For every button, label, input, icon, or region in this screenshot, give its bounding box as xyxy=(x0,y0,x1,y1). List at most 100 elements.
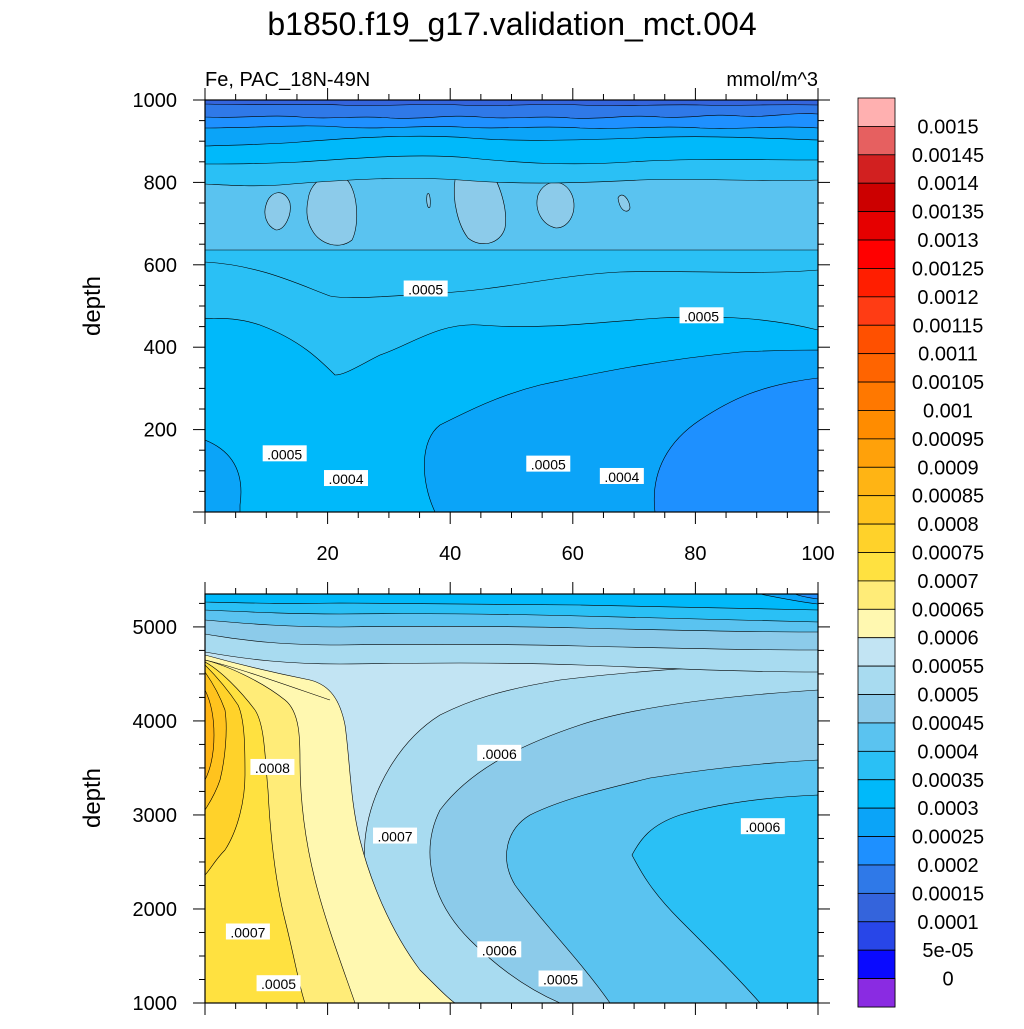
svg-text:.0004: .0004 xyxy=(604,469,639,485)
colorbar-label: 0.0003 xyxy=(917,798,978,820)
contour-label: .0005 xyxy=(262,445,307,462)
colorbar-label: 0.0011 xyxy=(918,344,978,366)
colorbar-label: 0.0002 xyxy=(917,855,978,877)
y-tick-label: 200 xyxy=(144,420,177,442)
colorbar-label: 0.00085 xyxy=(912,486,984,508)
colorbar-swatch xyxy=(857,211,896,241)
chart-title: b1850.f19_g17.validation_mct.004 xyxy=(267,6,756,42)
colorbar-swatch xyxy=(857,949,896,979)
colorbar-label: 0.0009 xyxy=(917,457,978,479)
colorbar-swatch xyxy=(857,126,896,156)
colorbar-swatch xyxy=(857,154,896,184)
colorbar-label: 0.0006 xyxy=(917,628,978,650)
contour-label: .0005 xyxy=(538,970,583,987)
colorbar-label: 0.00045 xyxy=(912,713,984,735)
colorbar-swatch xyxy=(857,552,896,582)
colorbar-swatch xyxy=(857,296,896,326)
upper-contour-labels: .0004 .0005 .0005 .0004 .0005 .0005 xyxy=(262,280,724,487)
lower-axes: 1000 2000 3000 4000 5000 xyxy=(133,582,830,1015)
y-tick-label: 800 xyxy=(144,172,177,194)
colorbar-label: 0.00035 xyxy=(912,770,984,792)
y-tick-label: 1000 xyxy=(133,90,178,112)
x-tick-label: 20 xyxy=(316,543,338,565)
colorbar-label: 0.00075 xyxy=(912,543,984,565)
svg-text:.0005: .0005 xyxy=(267,446,302,462)
colorbar-swatch xyxy=(857,523,896,553)
y-tick-label: 1000 xyxy=(133,993,178,1015)
lower-y-axis-label: depth xyxy=(79,768,106,828)
colorbar-label: 0.0014 xyxy=(917,173,978,195)
upper-y-axis-label: depth xyxy=(79,276,106,336)
colorbar-swatch xyxy=(857,921,896,951)
contour-label: .0005 xyxy=(526,455,571,473)
svg-text:.0007: .0007 xyxy=(378,829,413,845)
y-tick-label: 600 xyxy=(144,255,177,277)
colorbar-label: 0.0008 xyxy=(917,514,978,536)
colorbar-label: 0.00095 xyxy=(912,429,984,451)
colorbar-swatch xyxy=(857,324,896,355)
contour-label: .0005 xyxy=(256,975,301,992)
svg-text:.0005: .0005 xyxy=(684,308,719,324)
colorbar: 0.0015 0.00145 0.0014 0.00135 0.0013 0.00125 0… xyxy=(857,97,984,1008)
colorbar-swatch xyxy=(857,750,896,781)
contour-label: .0004 xyxy=(599,467,644,485)
colorbar-swatch xyxy=(857,182,896,213)
colorbar-swatch xyxy=(857,608,896,639)
colorbar-swatch xyxy=(857,836,896,866)
colorbar-label: 0.0004 xyxy=(917,741,978,763)
colorbar-label: 0.00055 xyxy=(912,656,984,678)
x-tick-label: 40 xyxy=(439,543,461,565)
svg-text:.0006: .0006 xyxy=(745,819,780,835)
upper-axes: 200 400 600 800 1000 20 40 60 80 100 xyxy=(133,88,835,565)
colorbar-swatch xyxy=(857,438,896,468)
panel-subtitle-right: mmol/m^3 xyxy=(726,69,818,91)
colorbar-swatch xyxy=(857,466,896,497)
panel-subtitle-left: Fe, PAC_18N-49N xyxy=(205,69,370,91)
colorbar-label: 5e-05 xyxy=(922,940,973,962)
colorbar-swatch xyxy=(857,779,896,809)
svg-text:.0005: .0005 xyxy=(408,282,443,298)
colorbar-swatch xyxy=(857,97,896,127)
y-tick-label: 5000 xyxy=(133,617,178,639)
colorbar-swatch xyxy=(857,978,896,1008)
colorbar-swatch xyxy=(857,807,896,837)
y-tick-label: 2000 xyxy=(133,899,178,921)
contour-label: .0007 xyxy=(373,827,418,845)
y-tick-label: 400 xyxy=(144,337,177,359)
colorbar-swatch xyxy=(857,864,896,894)
colorbar-label: 0.00115 xyxy=(913,315,984,337)
colorbar-swatch xyxy=(857,268,896,298)
colorbar-label: 0.0012 xyxy=(917,287,978,309)
colorbar-swatch xyxy=(857,410,896,440)
svg-text:.0004: .0004 xyxy=(328,471,363,487)
x-tick-label: 80 xyxy=(684,543,706,565)
contour-label: .0005 xyxy=(679,307,724,324)
colorbar-swatch xyxy=(857,580,896,610)
colorbar-label: 0.0005 xyxy=(917,685,978,707)
contour-label: .0004 xyxy=(323,470,368,487)
colorbar-label: 0.00125 xyxy=(912,258,984,280)
contour-label: .0006 xyxy=(477,744,522,762)
y-tick-label: 3000 xyxy=(133,805,178,827)
contour-label: .0006 xyxy=(477,941,522,958)
colorbar-label: 0.001 xyxy=(923,400,973,422)
colorbar-swatch xyxy=(857,637,896,667)
svg-text:.0005: .0005 xyxy=(543,971,578,987)
colorbar-swatch xyxy=(857,694,896,724)
colorbar-swatch xyxy=(857,722,896,752)
colorbar-swatch xyxy=(857,495,896,525)
colorbar-label: 0.00145 xyxy=(912,145,984,167)
x-tick-label: 60 xyxy=(562,543,584,565)
colorbar-label: 0.0015 xyxy=(917,116,978,138)
colorbar-swatch xyxy=(857,381,896,411)
contour-label: .0007 xyxy=(225,923,270,940)
lower-panel-fill xyxy=(205,594,818,1003)
x-tick-label: 100 xyxy=(801,543,834,565)
y-tick-label: 4000 xyxy=(133,711,178,733)
svg-text:.0008: .0008 xyxy=(255,760,290,776)
lower-contour-labels: .0005 .0005 .0006 .0007 .0007 .0006 .0008 .0006 xyxy=(225,744,785,992)
colorbar-swatch xyxy=(857,353,896,383)
colorbar-label: 0 xyxy=(942,969,953,991)
svg-text:.0006: .0006 xyxy=(482,942,517,958)
